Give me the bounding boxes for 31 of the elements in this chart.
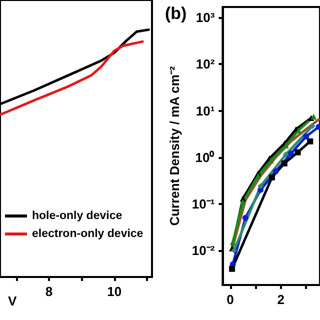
point (307, 138, 314, 144)
y-tick-label: 10⁰ (195, 150, 215, 165)
point (310, 114, 317, 120)
y-tick-label: 10¹ (196, 103, 215, 118)
point (255, 172, 262, 179)
point (268, 174, 275, 180)
point (282, 151, 289, 158)
x-tick-label: 8 (45, 284, 53, 299)
legend-label: hole-only device (32, 210, 122, 222)
y-axis-title: Current Density / mA cm⁻² (167, 66, 182, 226)
y-tick-label: 10⁻¹ (192, 196, 215, 212)
x-tick-label: 2 (277, 292, 284, 307)
x-tick-label: 0 (226, 292, 234, 307)
chart-title: (b) (165, 4, 187, 23)
y-tick-label: 10³ (196, 10, 216, 26)
y-tick-label: 10² (196, 56, 216, 72)
legend-label: electron-only device (32, 228, 144, 240)
point (294, 149, 301, 156)
point (242, 214, 248, 221)
point (272, 168, 279, 174)
x-tick-label: 10 (107, 284, 122, 299)
point (281, 160, 288, 166)
point (229, 266, 236, 272)
point (296, 127, 302, 134)
point (240, 198, 246, 205)
x-axis-title: V (8, 294, 17, 308)
y-tick-label: 10⁻² (192, 242, 216, 258)
point (288, 150, 294, 157)
point (309, 123, 316, 130)
point (258, 183, 264, 190)
point (303, 133, 310, 140)
